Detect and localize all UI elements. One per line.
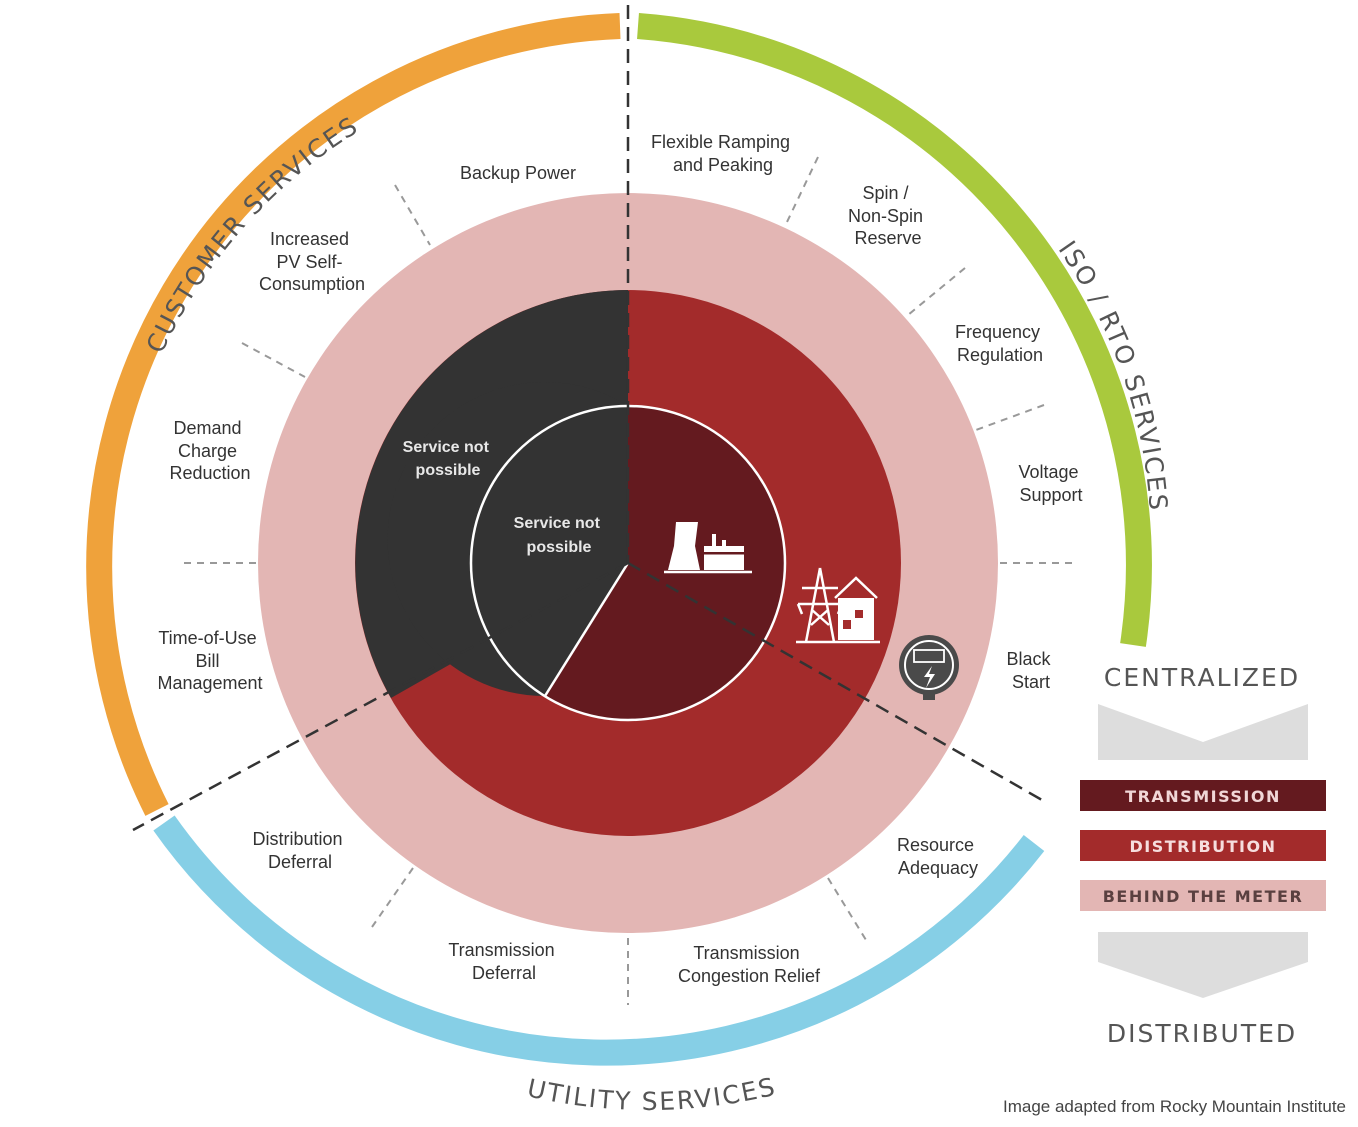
power-plant-icon <box>664 522 752 574</box>
electric-meter-icon <box>899 635 959 700</box>
divider-lower-right <box>627 561 1043 802</box>
inner-sector-divider <box>543 562 630 697</box>
inner-not-possible-sector <box>387 382 628 697</box>
utility-services-label: UTILITY SERVICES <box>525 1072 779 1116</box>
legend: CENTRALIZED TRANSMISSION DISTRIBUTION BE… <box>1080 663 1326 1048</box>
legend-swatch-distribution <box>1080 830 1326 861</box>
legend-swatch-transmission <box>1080 780 1326 811</box>
middle-not-possible-label: Service not possible <box>403 439 494 479</box>
service-spin-reserve: Spin / Non-Spin Reserve <box>848 183 928 248</box>
customer-services-arc <box>86 13 621 816</box>
legend-label-distribution: DISTRIBUTION <box>1130 837 1277 856</box>
divider-lower-left <box>132 561 629 832</box>
service-distribution-deferral: Distribution Deferral <box>252 829 347 872</box>
service-voltage-support: Voltage Support <box>1018 462 1083 505</box>
image-credit: Image adapted from Rocky Mountain Instit… <box>1003 1097 1346 1116</box>
legend-up-chevron <box>1098 704 1308 760</box>
service-separators <box>184 156 1072 1005</box>
service-black-start: Black Start <box>1006 649 1055 692</box>
legend-label-behind-the-meter: BEHIND THE METER <box>1103 887 1304 906</box>
transmission-tower-house-icon <box>796 567 880 644</box>
service-transmission-deferral: Transmission Deferral <box>448 940 559 983</box>
service-frequency-regulation: Frequency Regulation <box>955 322 1045 365</box>
legend-down-chevron <box>1098 932 1308 998</box>
iso-rto-services-arc <box>637 13 1152 647</box>
inner-not-possible-label: Service not possible <box>514 515 605 556</box>
service-flexible-ramping: Flexible Ramping and Peaking <box>651 132 795 175</box>
service-demand-charge: Demand Charge Reduction <box>169 418 250 483</box>
service-transmission-congestion: Transmission Congestion Relief <box>678 943 821 986</box>
legend-centralized: CENTRALIZED <box>1104 663 1300 692</box>
legend-distributed: DISTRIBUTED <box>1107 1019 1297 1048</box>
legend-label-transmission: TRANSMISSION <box>1125 787 1281 806</box>
legend-swatch-behind-the-meter <box>1080 880 1326 911</box>
service-time-of-use: Time-of-Use Bill Management <box>157 628 262 693</box>
service-resource-adequacy: Resource Adequacy <box>897 835 979 878</box>
service-backup-power: Backup Power <box>460 163 576 183</box>
utility-services-arc <box>153 815 1045 1066</box>
service-pv-self-consumption: Increased PV Self- Consumption <box>259 229 365 294</box>
